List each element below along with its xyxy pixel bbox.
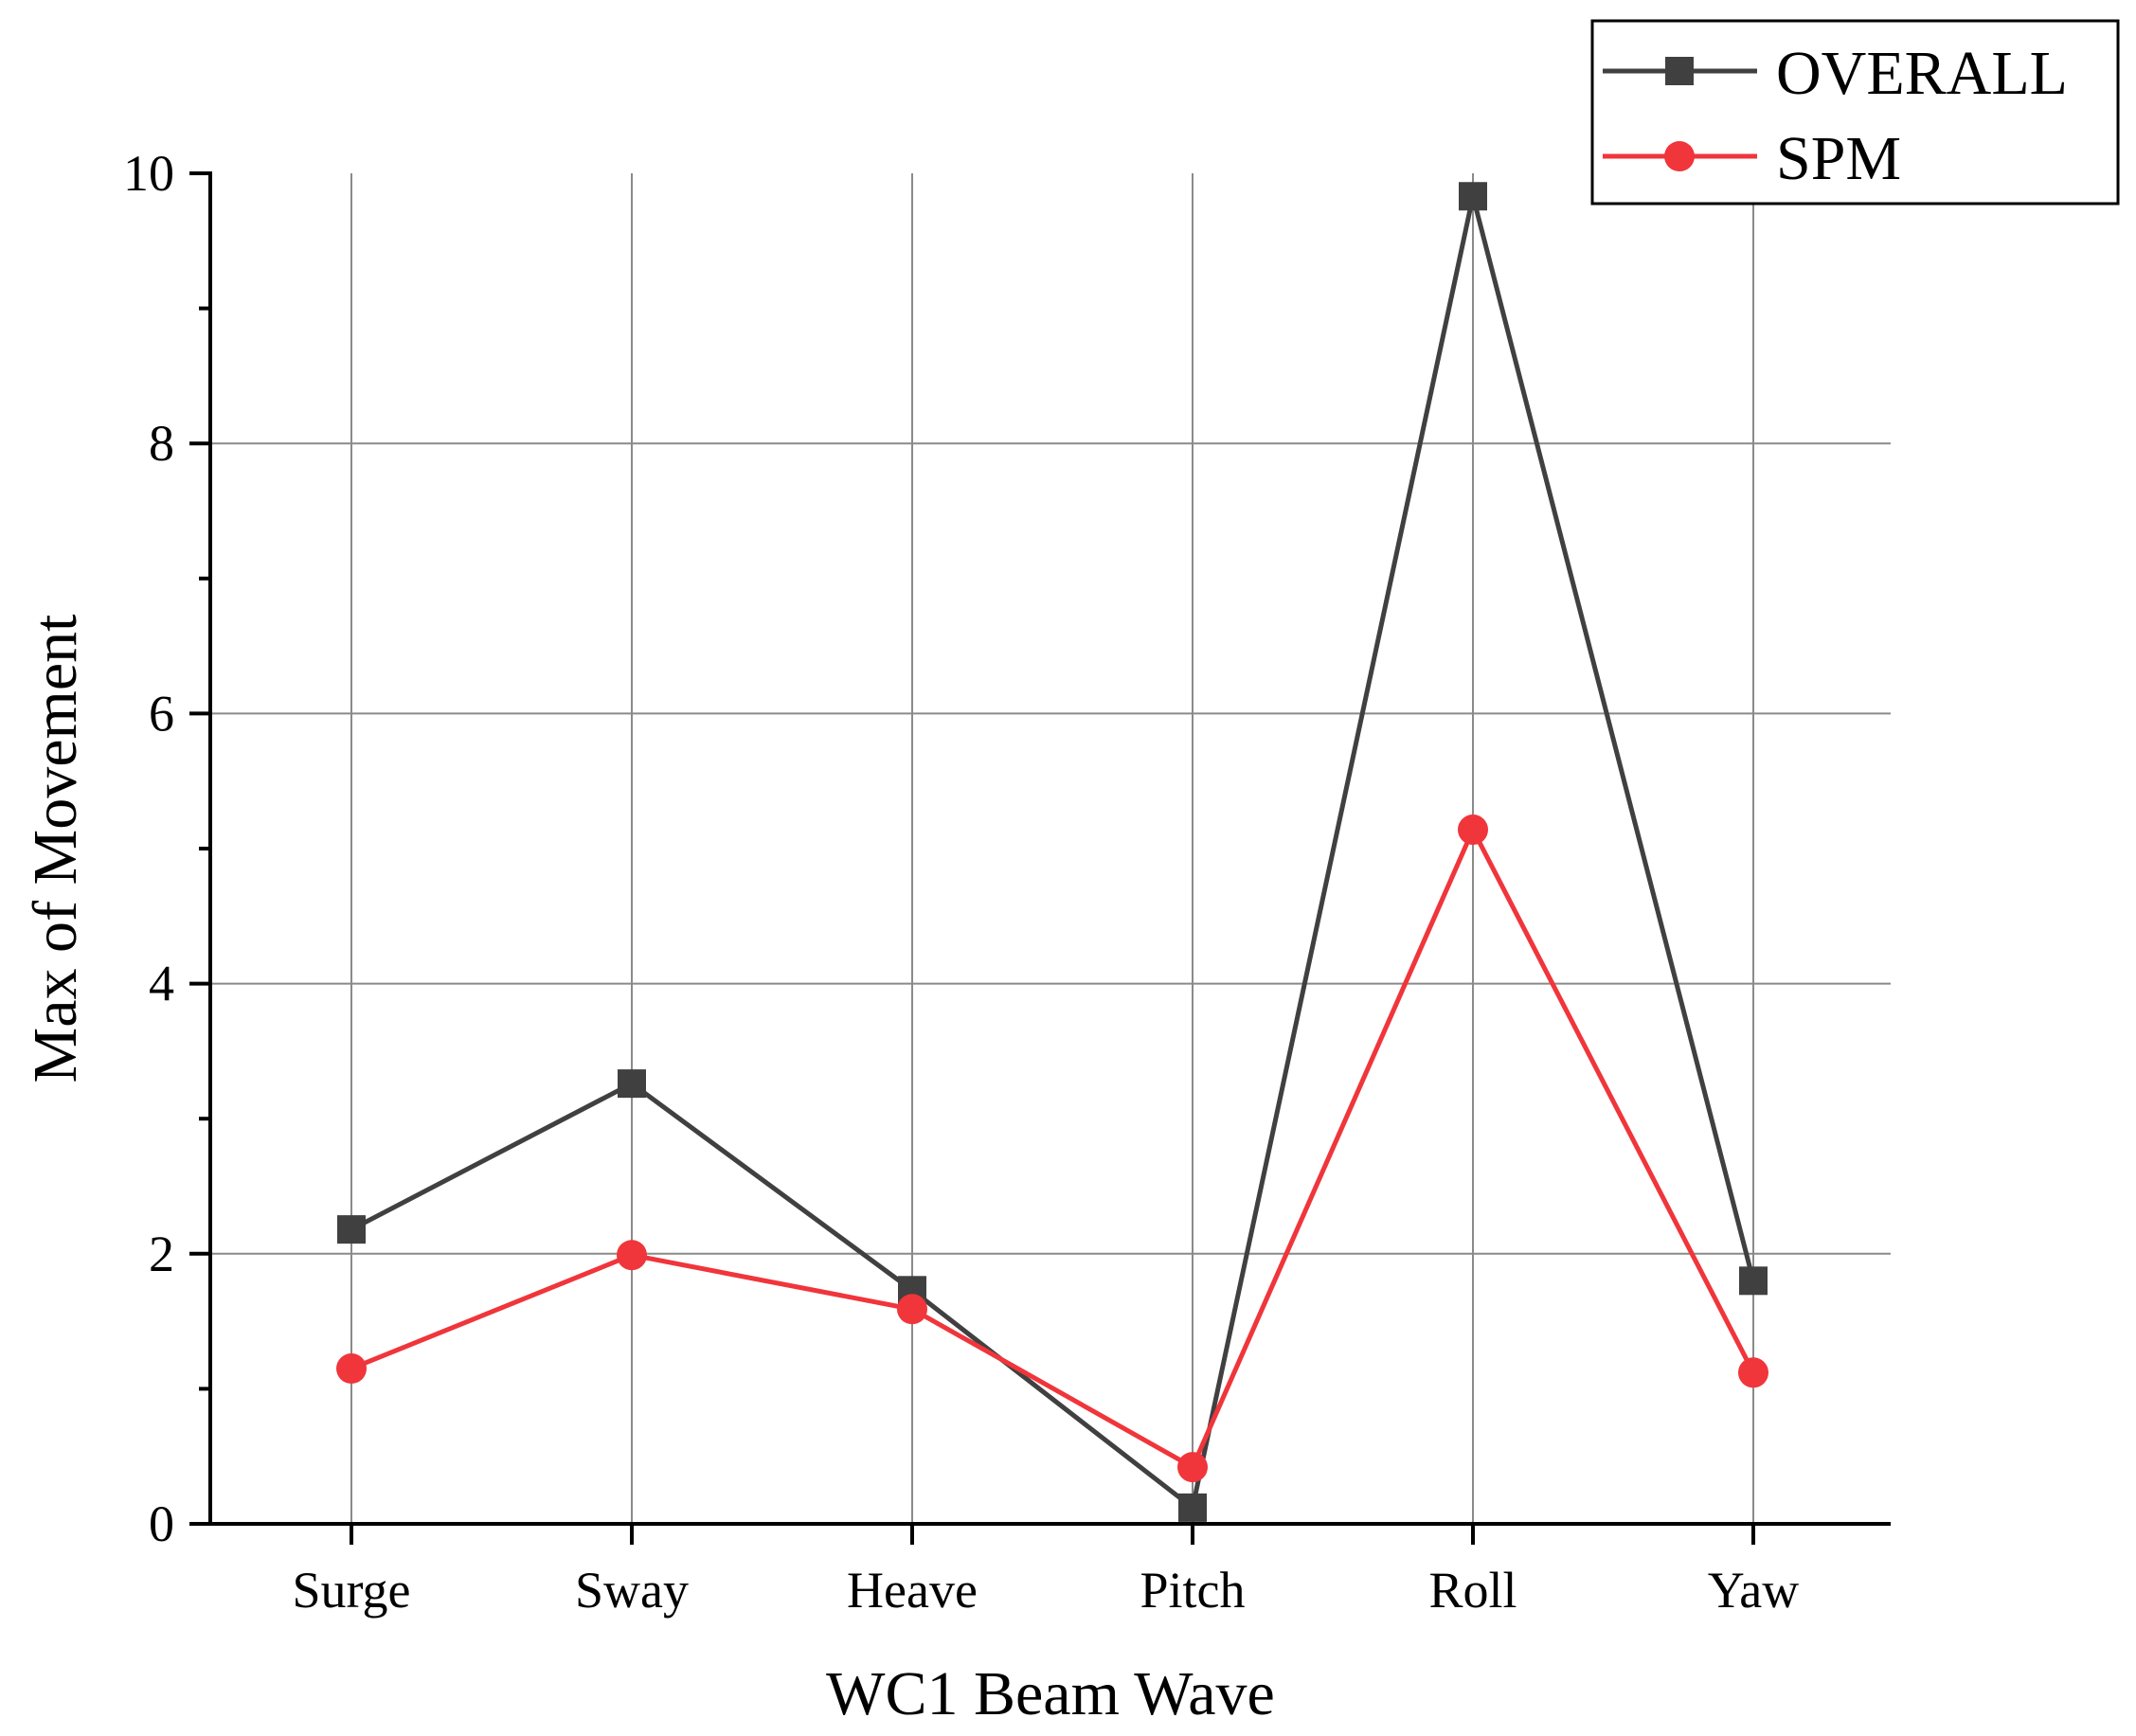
x-tick-label-pitch: Pitch <box>1140 1562 1245 1619</box>
series-layer <box>336 182 1768 1522</box>
series-line-overall <box>350 195 1756 1512</box>
tick-labels: 0 2 4 6 8 10 Surge Sway Heave Pitch Roll Yaw <box>123 145 1799 1619</box>
y-tick-label: 8 <box>149 415 174 472</box>
data-point-overall <box>337 1215 366 1244</box>
legend-label: OVERALL <box>1776 39 2068 108</box>
legend-marker-square <box>1665 57 1694 85</box>
series-spm <box>336 814 1768 1483</box>
x-tick-label-sway: Sway <box>575 1562 689 1619</box>
series-overall <box>337 182 1768 1522</box>
data-point-overall <box>1739 1266 1768 1296</box>
legend-marker-circle <box>1664 141 1695 171</box>
axes <box>189 171 1891 1545</box>
x-tick-label-surge: Surge <box>292 1562 410 1619</box>
y-tick-label: 0 <box>149 1495 174 1552</box>
y-tick-label: 2 <box>149 1226 174 1282</box>
legend-label: SPM <box>1776 124 1901 193</box>
data-point-spm <box>336 1353 367 1385</box>
y-tick-label: 6 <box>149 685 174 742</box>
data-point-overall <box>618 1069 646 1099</box>
data-point-spm <box>617 1240 647 1271</box>
y-tick-label: 4 <box>149 956 174 1012</box>
data-point-spm <box>1738 1357 1768 1388</box>
legend-item-spm: SPM <box>1603 124 1901 193</box>
data-point-spm <box>1177 1452 1208 1483</box>
data-point-overall <box>1459 182 1487 211</box>
data-point-spm <box>1458 814 1488 846</box>
x-tick-label-yaw: Yaw <box>1708 1562 1800 1619</box>
y-axis-title: Max of Movement <box>21 615 90 1083</box>
series-line-spm <box>350 824 1756 1471</box>
legend-item-overall: OVERALL <box>1603 39 2068 108</box>
legend: OVERALL SPM <box>1590 19 2120 206</box>
y-tick-label: 10 <box>123 145 174 202</box>
x-tick-label-roll: Roll <box>1428 1562 1517 1619</box>
x-tick-label-heave: Heave <box>847 1562 978 1619</box>
legend-box <box>1590 19 2120 206</box>
data-point-overall <box>1178 1493 1207 1522</box>
data-point-spm <box>897 1294 927 1325</box>
grid <box>210 173 1891 1524</box>
x-axis-title: WC1 Beam Wave <box>826 1659 1275 1728</box>
